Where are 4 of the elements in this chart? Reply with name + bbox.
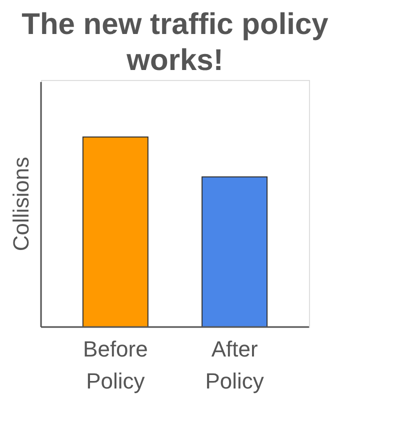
- x-tick-label: Before Policy: [83, 336, 148, 394]
- chart-title: The new traffic policy works!: [22, 8, 329, 77]
- x-tick-label: After Policy: [205, 336, 264, 394]
- y-axis-title: Collisions: [8, 156, 34, 252]
